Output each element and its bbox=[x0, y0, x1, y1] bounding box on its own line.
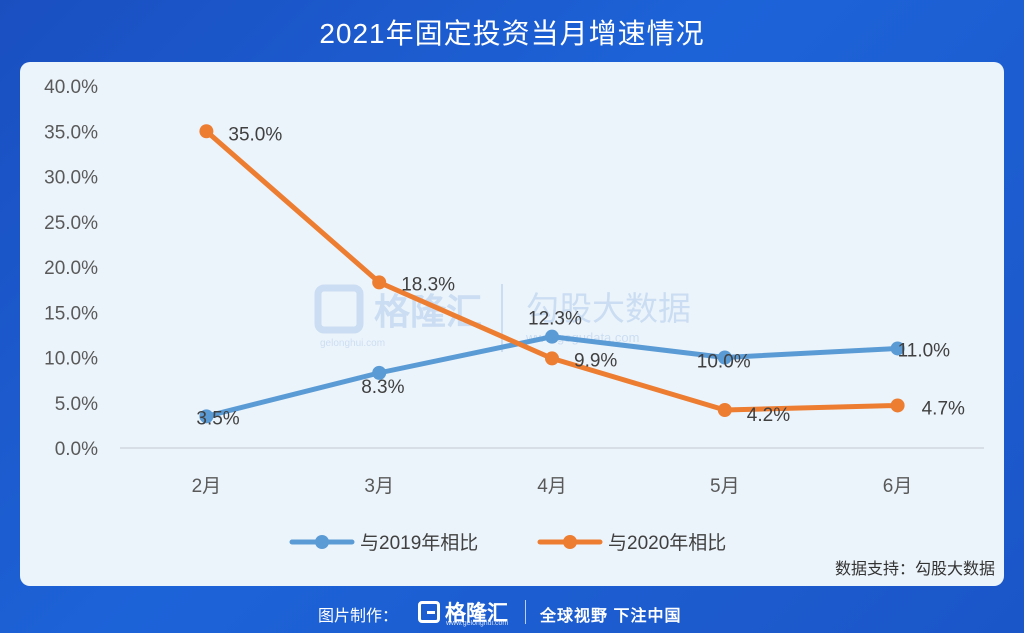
y-tick-label: 10.0% bbox=[44, 349, 98, 370]
x-tick-label: 3月 bbox=[364, 476, 394, 497]
footer-slogan: 全球视野 下注中国 bbox=[540, 608, 682, 625]
axis-layer: 0.0% 5.0% 10.0% 15.0% 20.0% 25.0% 30.0% 35.0% 40… bbox=[44, 77, 984, 497]
data-label: 8.3% bbox=[361, 377, 404, 398]
y-tick-label: 20.0% bbox=[44, 258, 98, 279]
chart-panel: 格隆汇 gelonghui.com 勾股大数据 www.gogudata.com… bbox=[20, 62, 1004, 586]
data-label: 11.0% bbox=[898, 340, 951, 361]
footer-logo-url: www.gelonghui.com bbox=[446, 620, 509, 627]
series-line bbox=[203, 128, 901, 413]
data-label: 4.7% bbox=[922, 398, 965, 419]
series-point bbox=[545, 329, 559, 344]
series-point bbox=[890, 398, 905, 413]
data-label: 4.2% bbox=[747, 405, 790, 426]
y-tick-label: 30.0% bbox=[44, 168, 98, 189]
x-tick-label: 6月 bbox=[883, 476, 913, 497]
x-tick-label: 2月 bbox=[192, 476, 222, 497]
series-point bbox=[717, 350, 732, 365]
y-tick-label: 35.0% bbox=[44, 122, 98, 143]
data-label: 10.0% bbox=[697, 352, 751, 373]
series-point bbox=[545, 351, 559, 366]
legend-label: 与2020年相比 bbox=[608, 532, 726, 554]
footer-logo: 格隆汇 bbox=[418, 597, 508, 627]
watermark-partner-name: 勾股大数据 bbox=[526, 290, 691, 327]
series-point bbox=[717, 402, 732, 417]
series-point bbox=[890, 341, 905, 356]
legend: 与2019年相比 与2020年相比 bbox=[289, 532, 726, 554]
footer-made-by: 图片制作： bbox=[318, 608, 399, 625]
x-tick-label: 4月 bbox=[537, 476, 567, 497]
y-tick-label: 0.0% bbox=[55, 439, 98, 460]
watermark-brand-url: gelonghui.com bbox=[320, 338, 385, 349]
data-label: 9.9% bbox=[574, 350, 617, 371]
legend-label: 与2019年相比 bbox=[360, 532, 478, 554]
series-point bbox=[372, 275, 387, 290]
series-layer: 3.5% 8.3% 12.3% 10.0% 11.0% 35.0% 18.3% 9.9% 4.2… bbox=[196, 124, 965, 429]
footer-divider bbox=[525, 600, 526, 624]
x-tick-label: 5月 bbox=[710, 476, 740, 497]
line-chart: 格隆汇 gelonghui.com 勾股大数据 www.gogudata.com… bbox=[44, 77, 995, 578]
data-label: 3.5% bbox=[196, 408, 239, 429]
footer-logo-text: 格隆汇 bbox=[445, 602, 508, 625]
y-tick-label: 5.0% bbox=[55, 394, 98, 415]
series-point bbox=[199, 409, 214, 424]
watermark-logo-icon bbox=[314, 284, 364, 334]
y-tick-label: 25.0% bbox=[44, 213, 98, 234]
data-label: 12.3% bbox=[528, 309, 582, 330]
data-label: 18.3% bbox=[401, 274, 455, 295]
y-tick-label: 15.0% bbox=[44, 303, 98, 324]
series-line bbox=[203, 334, 901, 419]
y-tick-label: 40.0% bbox=[44, 77, 98, 98]
source-note: 数据支持：勾股大数据 bbox=[835, 560, 995, 578]
gelonghui-logo-icon bbox=[418, 601, 440, 623]
series-point bbox=[199, 124, 214, 139]
series-point bbox=[372, 365, 387, 380]
legend-marker bbox=[315, 535, 329, 549]
watermark-brand-name: 格隆汇 bbox=[374, 291, 482, 332]
data-label: 35.0% bbox=[228, 124, 282, 145]
chart-title: 2021年固定投资当月增速情况 bbox=[319, 18, 705, 49]
watermark: 格隆汇 gelonghui.com 勾股大数据 www.gogudata.com bbox=[314, 284, 691, 352]
legend-marker bbox=[563, 535, 577, 549]
footer: 图片制作： 格隆汇 www.gelonghui.com 全球视野 下注中国 bbox=[0, 594, 1024, 628]
